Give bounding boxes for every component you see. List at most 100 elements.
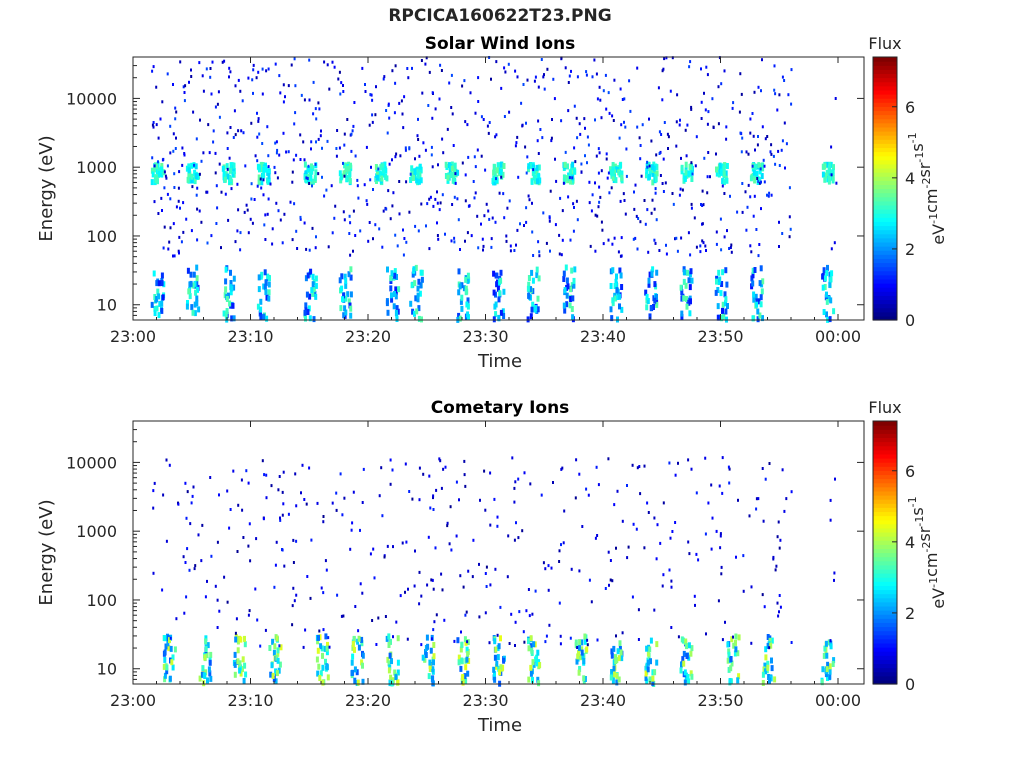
flux-cell: [680, 168, 684, 175]
flux-cell: [521, 529, 524, 533]
flux-cell: [616, 294, 620, 300]
flux-cell: [622, 192, 625, 196]
flux-cell: [560, 253, 563, 257]
flux-cell: [707, 151, 710, 154]
flux-cell: [193, 280, 197, 287]
colorbar-title: Flux: [868, 398, 901, 417]
colorbar-step: [873, 552, 897, 558]
flux-cell: [754, 148, 756, 152]
flux-cell: [572, 229, 575, 233]
flux-cell: [385, 300, 389, 307]
flux-cell: [436, 190, 438, 194]
colorbar-step: [873, 486, 897, 492]
flux-cell: [209, 651, 213, 658]
flux-cell: [629, 109, 632, 113]
flux-cell: [772, 557, 775, 561]
flux-cell: [294, 472, 297, 476]
flux-cell: [295, 229, 298, 233]
flux-cell: [532, 305, 536, 312]
flux-cell: [728, 467, 731, 471]
flux-cell: [508, 199, 511, 203]
flux-cell: [195, 193, 198, 197]
flux-cell: [169, 226, 172, 230]
flux-cell: [165, 176, 168, 180]
colorbar-step: [873, 560, 897, 566]
flux-cell: [450, 548, 453, 552]
flux-cell: [618, 267, 622, 274]
flux-cell: [420, 202, 423, 206]
flux-cell: [496, 162, 500, 169]
flux-cell: [634, 236, 637, 240]
flux-cell: [438, 208, 441, 212]
flux-cell: [431, 116, 434, 120]
flux-cell: [464, 639, 468, 646]
flux-cell: [216, 206, 219, 210]
flux-cell: [646, 501, 649, 505]
flux-cell: [749, 175, 753, 182]
flux-cell: [390, 296, 394, 303]
flux-cell: [389, 482, 392, 486]
flux-cell: [315, 117, 318, 121]
flux-cell: [688, 163, 692, 170]
flux-cell: [291, 180, 294, 184]
flux-cell: [315, 140, 317, 144]
flux-cell: [431, 578, 434, 582]
flux-cell: [312, 286, 316, 293]
colorbar-step: [873, 172, 897, 177]
flux-cell: [155, 123, 158, 127]
flux-cell: [441, 137, 444, 141]
flux-cell: [237, 129, 240, 133]
flux-cell: [444, 465, 447, 469]
flux-cell: [478, 562, 480, 566]
flux-cell: [375, 178, 378, 184]
colorbar-step: [873, 106, 897, 112]
flux-cell: [177, 199, 180, 203]
colorbar-step: [873, 614, 897, 619]
flux-cell: [244, 164, 247, 168]
flux-cell: [613, 503, 616, 507]
flux-cell: [268, 645, 272, 651]
flux-cell: [364, 90, 367, 93]
flux-cell: [460, 630, 462, 634]
flux-cell: [604, 587, 607, 590]
flux-cell: [718, 314, 722, 321]
flux-cell: [420, 594, 423, 598]
flux-cell: [390, 658, 393, 665]
flux-cell: [216, 540, 219, 544]
flux-cell: [654, 176, 658, 183]
flux-cell: [408, 147, 411, 151]
flux-cell: [409, 172, 412, 176]
flux-cell: [343, 132, 346, 136]
flux-cell: [265, 69, 268, 73]
flux-cell: [721, 307, 724, 314]
flux-cell: [432, 508, 435, 511]
flux-cell: [331, 231, 334, 235]
flux-cell: [715, 166, 718, 173]
flux-cell: [318, 629, 321, 633]
flux-cell: [534, 75, 537, 79]
flux-cell: [425, 634, 429, 641]
flux-cell: [574, 496, 577, 500]
axes-frame: [132, 56, 865, 321]
flux-cell: [669, 89, 672, 93]
flux-cell: [508, 642, 511, 645]
flux-cell: [394, 288, 398, 295]
flux-cell: [535, 660, 539, 667]
flux-cell: [303, 309, 307, 316]
flux-cell: [464, 613, 467, 617]
flux-cell: [289, 200, 292, 204]
flux-cell: [525, 609, 528, 613]
flux-cell: [695, 552, 698, 556]
flux-cell: [756, 177, 759, 180]
flux-cell: [752, 169, 756, 176]
flux-cell: [682, 278, 686, 285]
flux-cell: [646, 659, 650, 666]
flux-cell: [179, 60, 182, 64]
flux-cell: [514, 480, 517, 484]
colorbar-step: [873, 610, 897, 615]
flux-cell: [608, 191, 611, 195]
flux-cell: [790, 641, 793, 644]
flux-cell: [262, 517, 265, 521]
flux-cell: [550, 136, 553, 140]
flux-cell: [749, 131, 752, 135]
